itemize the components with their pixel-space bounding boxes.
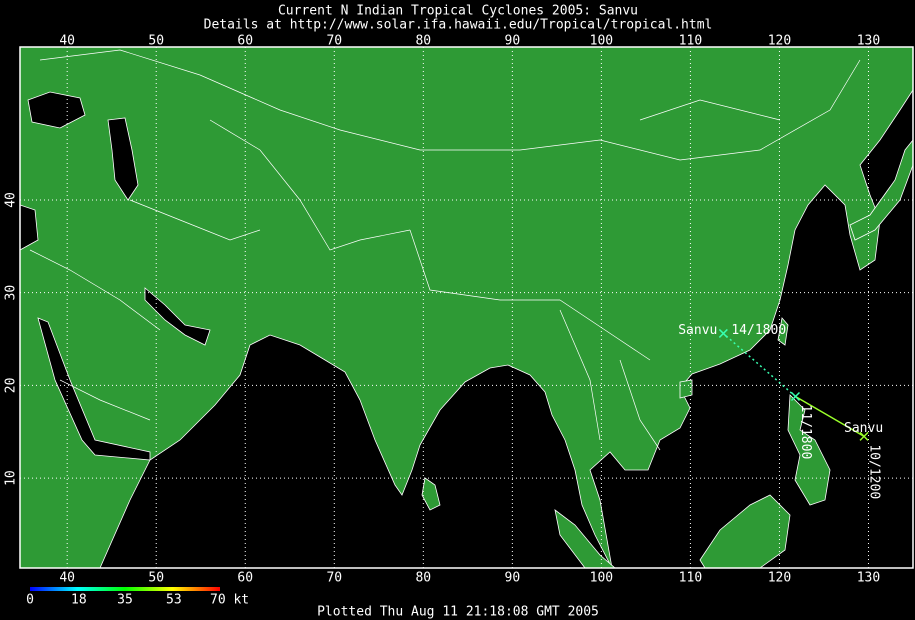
title: Current N Indian Tropical Cyclones 2005:… [278,4,638,19]
map-frame [19,46,914,569]
red-sea [37,317,151,461]
lon-tick-label: 110 [679,571,702,586]
lon-tick-label: 90 [505,34,521,49]
track-label: 11/1800 [798,404,813,459]
lon-tick-label: 100 [590,34,613,49]
taiwan [777,317,789,346]
lon-tick-label: 110 [679,34,702,49]
lat-tick-label: 10 [4,470,19,486]
philippines [787,394,831,506]
japan [849,139,913,241]
black-sea [27,91,86,129]
subtitle: Details at http://www.solar.ifa.hawaii.e… [204,18,713,33]
indian-ocean [99,334,613,568]
track-point [859,431,869,441]
storm-name: Sanvu [678,323,717,338]
track-point [790,391,801,402]
footer: Plotted Thu Aug 11 21:18:08 GMT 2005 [317,605,599,620]
lat-tick-label: 40 [4,192,19,208]
lon-tick-label: 130 [857,571,880,586]
lon-tick-label: 80 [415,571,431,586]
lon-tick-label: 130 [857,34,880,49]
lon-tick-label: 50 [148,34,164,49]
track-marker [859,431,869,441]
lat-tick-label: 20 [4,378,19,394]
caspian-sea [107,117,139,201]
basemap [20,47,913,568]
lon-tick-label: 90 [505,571,521,586]
lat-tick-label: 30 [4,285,19,301]
lon-tick-label: 100 [590,571,613,586]
lon-tick-label: 60 [237,571,253,586]
hainan [679,379,693,399]
lon-tick-label: 40 [59,571,75,586]
track-marker [790,391,801,402]
track-label: 10/1200 [867,444,882,499]
sri-lanka [421,477,441,511]
mediterranean [20,204,39,251]
track-segment [722,332,796,398]
track-point [718,328,728,338]
sumatra [554,509,616,568]
legend-bar [30,587,220,591]
lon-tick-label: 70 [326,34,342,49]
persian-gulf [144,287,211,346]
track-marker [718,328,728,338]
legend-label: 35 [117,593,133,608]
legend-label: 0 [26,593,34,608]
lon-tick-label: 50 [148,571,164,586]
track-label: 14/1800 [731,323,786,338]
legend-label: 18 [71,593,87,608]
lon-tick-label: 120 [768,34,791,49]
lon-tick-label: 70 [326,571,342,586]
lon-tick-label: 60 [237,34,253,49]
track-segment [795,395,865,438]
lon-tick-label: 120 [768,571,791,586]
lon-tick-label: 80 [415,34,431,49]
lon-tick-label: 40 [59,34,75,49]
legend-label: 70 kt [210,593,249,608]
borders [29,49,861,451]
storm-name: Sanvu [844,421,883,436]
borneo [699,494,791,568]
pacific [589,89,913,568]
legend-label: 53 [166,593,182,608]
